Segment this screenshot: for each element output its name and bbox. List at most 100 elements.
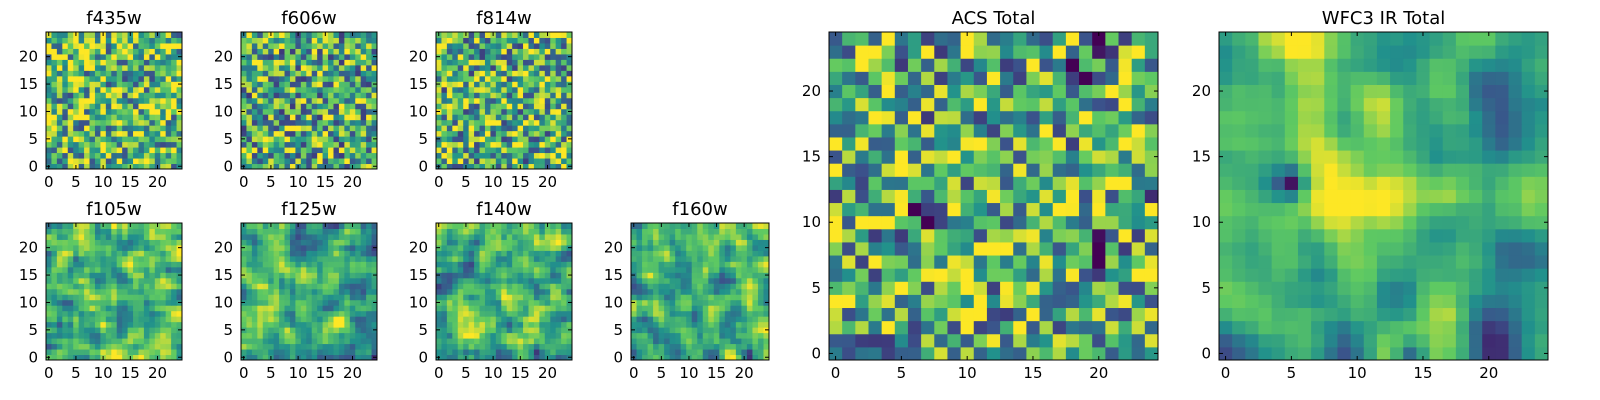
heatmap-cell xyxy=(658,310,665,317)
heatmap-cell xyxy=(284,283,291,290)
heatmap-cell xyxy=(658,349,665,356)
heatmap-cell xyxy=(1092,189,1106,204)
heatmap-cell xyxy=(284,338,291,345)
heatmap-cell xyxy=(127,158,134,165)
heatmap-cell xyxy=(295,277,302,284)
heatmap-cell xyxy=(246,108,253,115)
heatmap-cell xyxy=(741,321,748,328)
x-tick-label: 5 xyxy=(266,173,276,191)
heatmap-cell xyxy=(251,130,258,137)
heatmap-cell xyxy=(349,228,356,235)
heatmap-cell xyxy=(544,288,551,295)
heatmap-cell xyxy=(855,228,869,243)
heatmap-cell xyxy=(160,327,167,334)
heatmap-cell xyxy=(735,250,742,257)
heatmap-cell xyxy=(517,53,524,60)
heatmap-cell xyxy=(468,233,475,240)
heatmap-cell xyxy=(495,233,502,240)
heatmap-cell xyxy=(366,119,373,126)
heatmap-cell xyxy=(284,152,291,159)
heatmap-cell xyxy=(713,244,720,251)
heatmap-cell xyxy=(719,277,726,284)
heatmap-cell xyxy=(360,70,367,77)
heatmap-cell xyxy=(246,250,253,257)
heatmap-cell xyxy=(62,147,69,154)
heatmap-cell xyxy=(328,343,334,350)
heatmap-cell xyxy=(947,215,962,230)
heatmap-cell xyxy=(539,130,546,137)
heatmap-cell xyxy=(1105,307,1120,322)
heatmap-cell xyxy=(349,343,356,350)
heatmap-cell xyxy=(116,81,123,88)
heatmap-cell xyxy=(94,299,101,306)
heatmap-cell xyxy=(306,343,313,350)
heatmap-cell xyxy=(262,37,269,44)
heatmap-cell xyxy=(555,316,562,323)
heatmap-cell xyxy=(338,283,345,290)
heatmap-cell xyxy=(452,310,459,317)
heatmap-cell xyxy=(512,305,519,312)
heatmap-cell xyxy=(719,316,726,323)
heatmap-cell xyxy=(528,244,535,251)
heatmap-cell xyxy=(523,103,529,110)
heatmap-cell xyxy=(56,272,63,279)
heatmap-cell xyxy=(528,255,535,262)
heatmap-cell xyxy=(371,48,378,55)
heatmap-cell xyxy=(658,277,665,284)
heatmap-cell xyxy=(986,189,1001,204)
heatmap-cell xyxy=(550,97,557,104)
heatmap-cell xyxy=(757,277,764,284)
heatmap-cell xyxy=(317,250,324,257)
heatmap-cell xyxy=(67,283,74,290)
heatmap-cell xyxy=(675,250,682,257)
heatmap-cell xyxy=(67,288,74,295)
heatmap-cell xyxy=(757,354,764,361)
heatmap-cell xyxy=(51,354,58,361)
heatmap-cell xyxy=(1052,176,1067,190)
heatmap-cell xyxy=(566,338,573,345)
heatmap-cell xyxy=(78,37,85,44)
heatmap-cell xyxy=(763,288,770,295)
heatmap-cell xyxy=(501,239,508,246)
heatmap-cell xyxy=(360,316,367,323)
heatmap-cell xyxy=(338,255,345,262)
heatmap-cell xyxy=(495,305,502,312)
heatmap-cell xyxy=(289,163,296,170)
heatmap-cell xyxy=(262,310,269,317)
heatmap-cell xyxy=(122,299,129,306)
heatmap-cell xyxy=(133,136,139,143)
heatmap-cell xyxy=(89,53,96,60)
heatmap-cell xyxy=(100,349,107,356)
y-tick-label: 0 xyxy=(223,348,233,366)
heatmap-cell xyxy=(111,349,118,356)
heatmap-cell xyxy=(533,141,540,148)
heatmap-cell xyxy=(360,338,367,345)
heatmap-cell xyxy=(171,70,178,77)
heatmap-cell xyxy=(539,354,546,361)
heatmap-cell xyxy=(539,53,546,60)
heatmap-cell xyxy=(317,141,324,148)
heatmap-cell xyxy=(686,327,693,334)
heatmap-cell xyxy=(735,354,742,361)
heatmap-cell xyxy=(246,32,253,38)
heatmap-cell xyxy=(713,228,720,235)
heatmap-cell xyxy=(251,294,258,301)
heatmap-cell xyxy=(446,70,453,77)
heatmap-cell xyxy=(523,152,529,159)
heatmap-cell xyxy=(94,310,101,317)
heatmap-cell xyxy=(523,327,529,334)
heatmap-cell xyxy=(1052,281,1067,295)
heatmap-cell xyxy=(56,277,63,284)
heatmap-cell xyxy=(176,114,183,121)
heatmap-cell xyxy=(561,53,568,60)
heatmap-cell xyxy=(669,255,676,262)
heatmap-cell xyxy=(127,299,134,306)
heatmap-cell xyxy=(127,125,134,132)
heatmap-cell xyxy=(273,147,280,154)
heatmap-cell xyxy=(495,37,502,44)
heatmap-cell xyxy=(89,147,96,154)
heatmap-cell xyxy=(555,250,562,257)
axes-frame xyxy=(630,222,770,361)
heatmap-cell xyxy=(441,152,448,159)
